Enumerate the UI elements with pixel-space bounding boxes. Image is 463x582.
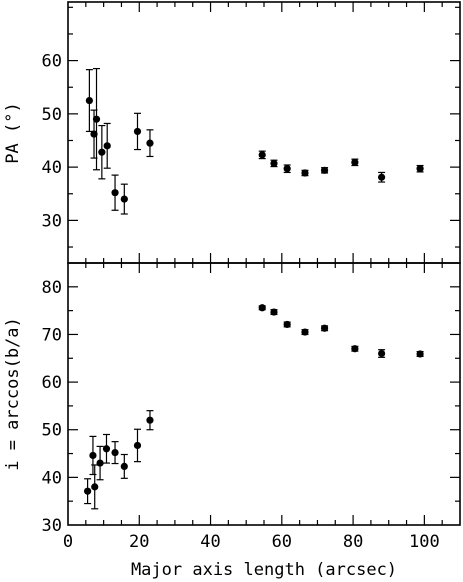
bot-data-point [111,448,119,457]
top-data-point [103,142,111,150]
bot-data-point [283,320,291,329]
top-data-point [90,130,98,138]
x-tick-label: 20 [129,532,149,552]
bot-y-tick-label: 70 [42,325,62,345]
x-tick-label: 60 [272,532,292,552]
bot-data-point [416,350,424,358]
bot-data-point [91,483,99,491]
bottom-y-axis-label: i = arccos(b/a) [3,317,23,471]
top-data-point [133,127,142,136]
top-data-point [416,165,424,173]
bot-data-point [320,324,329,332]
bot-data-point [102,445,111,453]
x-tick-label: 80 [343,532,363,552]
top-y-tick-label: 60 [42,52,62,72]
top-data-point [258,151,266,159]
bot-data-point [258,304,266,312]
bot-data-point [96,459,104,467]
x-tick-label: 40 [200,532,220,552]
bottom-error-bars [84,305,424,510]
x-tick-label: 100 [409,532,440,552]
top-data-point [301,169,309,177]
bot-y-tick-label: 40 [42,468,62,488]
bot-data-point [84,487,92,495]
bot-data-point [133,441,142,450]
top-data-point [120,195,128,203]
bottom-ticks [68,263,460,525]
bot-data-point [301,328,309,336]
bot-data-point [120,462,128,471]
top-data-point [85,96,93,105]
top-data-point [98,148,106,156]
top-data-point [283,165,291,173]
top-error-bars [85,67,424,215]
top-data-point [378,173,386,181]
bot-data-point [270,308,278,316]
top-data-point [111,189,119,197]
top-ticks [68,2,460,263]
bot-data-point [89,451,97,460]
bottom-data-points [84,304,424,495]
top-y-tick-label: 30 [42,211,62,231]
panel-bottom: 30 40 50 60 70 80 0 20 40 60 80 100 i = arccos(b/a… [3,262,461,552]
bot-data-point [146,416,154,424]
x-tick-labels: 0 20 40 60 80 100 [63,532,440,552]
bottom-y-tick-labels: 30 40 50 60 70 80 [42,278,62,536]
top-axes-frame [67,1,461,264]
top-y-axis-label: PA (°) [3,102,23,163]
bot-y-tick-label: 30 [42,516,62,536]
x-tick-label: 0 [63,532,73,552]
top-y-tick-label: 50 [42,105,62,125]
top-y-tick-label: 40 [42,158,62,178]
top-data-point [320,166,329,174]
bot-y-tick-label: 80 [42,278,62,298]
bot-data-point [378,349,386,358]
bot-y-tick-label: 60 [42,373,62,393]
top-data-point [146,139,154,147]
top-data-point [270,159,278,167]
bot-data-point [351,345,359,353]
top-data-point [92,115,101,123]
top-y-tick-labels: 30 40 50 60 [42,52,62,232]
top-data-points [85,96,424,203]
x-axis-label: Major axis length (arcsec) [131,560,397,580]
bottom-axes-frame [67,262,461,526]
bot-y-tick-label: 50 [42,421,62,441]
panel-top: 30 40 50 60 PA (°) [3,1,461,264]
top-data-point [351,158,359,166]
